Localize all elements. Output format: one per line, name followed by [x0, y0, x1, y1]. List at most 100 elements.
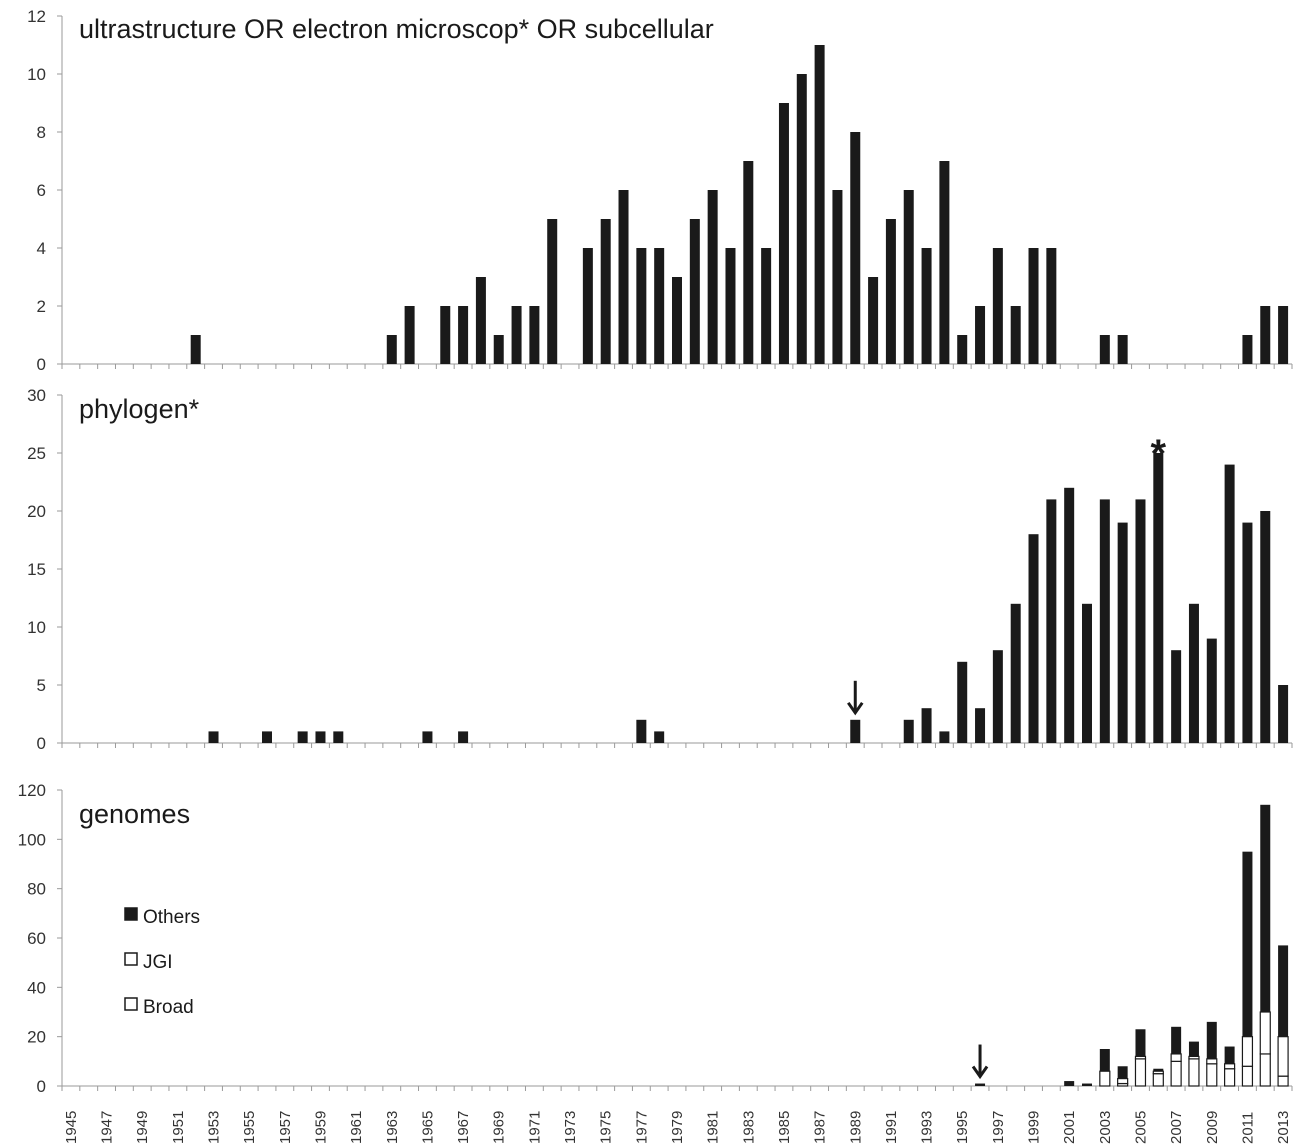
bar-jgi	[1241, 1036, 1254, 1067]
bar	[850, 719, 861, 743]
bar	[208, 731, 219, 743]
bar	[975, 306, 986, 364]
bar-broad	[1277, 1075, 1289, 1087]
bar-others	[1242, 851, 1253, 1037]
x-tick-label: 1993	[919, 1111, 936, 1144]
bar	[1010, 306, 1021, 364]
bar-others	[1224, 1046, 1235, 1064]
bar	[190, 335, 201, 364]
bar-jgi	[1224, 1063, 1236, 1070]
bar	[529, 306, 540, 364]
bar	[992, 248, 1003, 364]
bar	[743, 161, 754, 364]
bar	[707, 190, 718, 364]
x-tick-label: 2001	[1061, 1111, 1078, 1144]
bar	[814, 45, 825, 364]
bar	[921, 708, 932, 743]
x-tick-label: 1949	[134, 1111, 151, 1144]
bar	[262, 731, 272, 743]
x-tick-label: 1977	[633, 1111, 650, 1144]
bar	[1206, 638, 1217, 743]
x-tick-label: 1995	[954, 1111, 971, 1144]
y-tick-label: 5	[37, 676, 46, 695]
x-tick-label: 2007	[1168, 1111, 1185, 1144]
x-tick-label: 1953	[206, 1111, 223, 1144]
bar-jgi	[1206, 1058, 1218, 1065]
bar	[1260, 511, 1271, 743]
bar-broad	[1170, 1060, 1182, 1087]
bar	[1046, 499, 1057, 743]
x-tick-label: 1973	[562, 1111, 579, 1144]
x-tick-label: 1987	[812, 1111, 829, 1144]
bar	[654, 731, 665, 743]
bar-others	[975, 1083, 986, 1086]
bar-others	[1135, 1029, 1146, 1057]
y-tick-label: 30	[27, 386, 46, 405]
x-tick-label: 1997	[990, 1111, 1007, 1144]
bar	[921, 248, 932, 364]
bar-jgi	[1170, 1053, 1182, 1062]
panel-title: genomes	[79, 799, 190, 829]
y-tick-label: 60	[27, 929, 46, 948]
panel-title: phylogen*	[79, 394, 200, 424]
bar	[1064, 487, 1075, 743]
bar-jgi	[1259, 1011, 1271, 1055]
bar-broad	[1188, 1058, 1200, 1087]
x-tick-label: 1967	[455, 1111, 472, 1144]
bar-others	[1153, 1068, 1164, 1072]
y-tick-label: 0	[37, 1077, 46, 1096]
bar	[1278, 306, 1289, 364]
x-tick-label: 1985	[776, 1111, 793, 1144]
y-tick-label: 4	[37, 239, 46, 258]
bar	[1117, 335, 1128, 364]
bar	[654, 248, 665, 364]
bar-jgi	[1152, 1070, 1164, 1075]
bar	[868, 277, 879, 364]
panel-title: ultrastructure OR electron microscop* OR…	[79, 14, 714, 44]
bar	[1278, 685, 1289, 743]
legend-swatch-others	[124, 907, 138, 921]
bar	[386, 335, 397, 364]
x-tick-label: 1961	[348, 1111, 365, 1144]
bar	[600, 219, 611, 364]
bar	[582, 248, 593, 364]
x-tick-label: 1955	[241, 1111, 258, 1144]
bar	[315, 731, 326, 743]
x-tick-label: 2011	[1239, 1112, 1256, 1144]
x-tick-label: 2003	[1097, 1111, 1114, 1144]
x-tick-label: 1945	[63, 1111, 80, 1144]
bar	[1242, 522, 1253, 743]
y-tick-label: 15	[27, 560, 46, 579]
bar	[440, 306, 451, 364]
bar-broad	[1224, 1068, 1236, 1087]
y-tick-label: 10	[27, 65, 46, 84]
bar	[850, 132, 861, 364]
bar-jgi	[1277, 1036, 1289, 1077]
bar	[547, 219, 558, 364]
bar-broad	[1152, 1073, 1164, 1087]
x-tick-label: 1981	[705, 1111, 722, 1144]
bar	[1046, 248, 1057, 364]
x-tick-label: 1965	[419, 1111, 436, 1144]
y-tick-label: 20	[27, 1028, 46, 1047]
bar-others	[1278, 945, 1289, 1037]
bar-others	[1171, 1026, 1182, 1054]
bar	[903, 190, 914, 364]
x-tick-label: 1959	[312, 1111, 329, 1144]
bar	[1099, 335, 1110, 364]
bar	[796, 74, 807, 364]
bar	[1242, 335, 1253, 364]
bar-broad	[1206, 1063, 1218, 1087]
y-tick-label: 6	[37, 181, 46, 200]
bar-jgi	[1134, 1055, 1147, 1060]
bar	[618, 190, 629, 364]
x-tick-label: 1969	[491, 1111, 508, 1144]
y-tick-label: 40	[27, 978, 46, 997]
y-tick-label: 25	[27, 444, 46, 463]
bar	[297, 731, 308, 743]
bar-others	[1206, 1021, 1217, 1059]
bar-others	[1099, 1049, 1110, 1072]
x-tick-label: 1963	[384, 1111, 401, 1144]
x-tick-label: 1979	[669, 1111, 686, 1144]
bar	[475, 277, 486, 364]
